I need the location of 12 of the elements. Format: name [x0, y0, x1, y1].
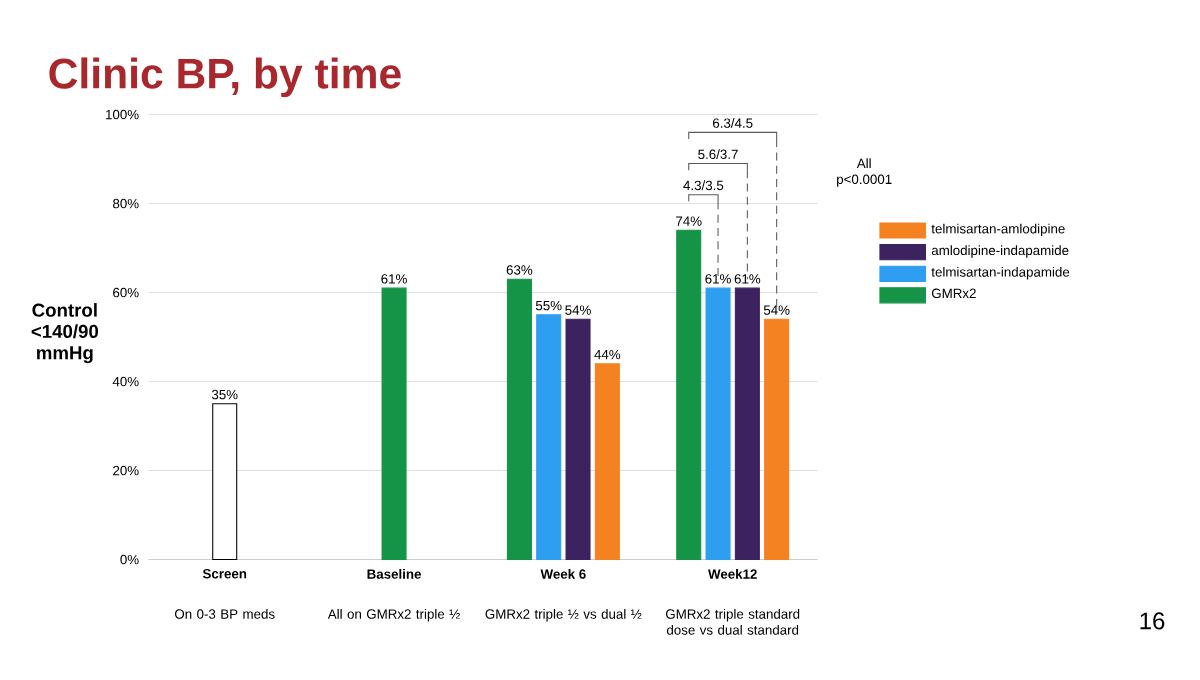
bar: [594, 363, 620, 561]
bar: [705, 287, 731, 561]
bar: [506, 278, 532, 561]
bar: [565, 319, 591, 561]
text: 16: [1140, 612, 1165, 630]
bar: [764, 319, 790, 561]
chart-title: Clinic BP, by time: [49, 57, 401, 98]
bar: [212, 403, 238, 561]
bar: [734, 287, 760, 561]
bar: [676, 229, 702, 561]
y-axis-title: Control <140/90 mmHg: [31, 303, 99, 364]
bar: [536, 314, 562, 561]
